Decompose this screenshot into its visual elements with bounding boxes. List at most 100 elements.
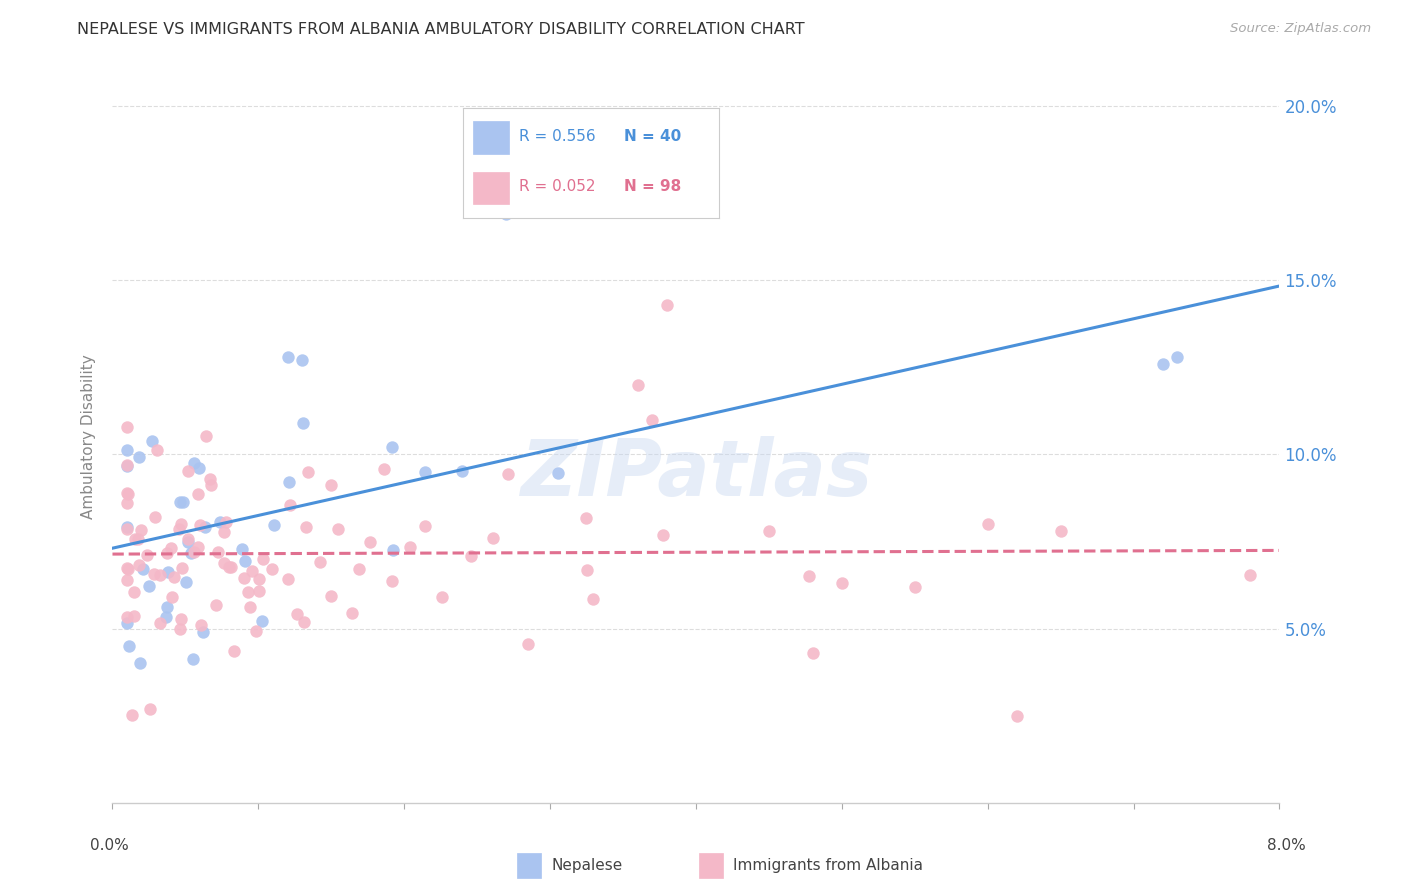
- Point: [575, 511, 598, 525]
- Bar: [699, 853, 723, 878]
- Point: [373, 461, 395, 475]
- Point: [170, 612, 193, 626]
- Point: [148, 616, 170, 631]
- Point: [143, 509, 166, 524]
- Point: [162, 570, 184, 584]
- Point: [218, 559, 240, 574]
- Point: [122, 585, 145, 599]
- Point: [156, 599, 179, 614]
- Point: [516, 637, 538, 651]
- Point: [239, 600, 262, 615]
- Point: [191, 625, 214, 640]
- Point: [276, 350, 298, 364]
- Point: [247, 572, 270, 586]
- Point: [430, 590, 453, 604]
- Point: [359, 535, 381, 549]
- Point: [156, 546, 179, 560]
- Point: [342, 606, 364, 620]
- Point: [187, 487, 209, 501]
- Point: [124, 532, 146, 546]
- Point: [1049, 524, 1071, 538]
- Point: [118, 639, 141, 653]
- Point: [194, 520, 217, 534]
- Point: [413, 465, 436, 479]
- Point: [127, 533, 149, 547]
- Point: [627, 377, 650, 392]
- Point: [131, 523, 153, 537]
- Point: [297, 465, 319, 479]
- Point: [115, 616, 138, 631]
- Point: [155, 609, 177, 624]
- Bar: [517, 853, 541, 878]
- Point: [347, 562, 370, 576]
- Point: [801, 646, 824, 660]
- Point: [495, 207, 517, 221]
- Point: [170, 517, 193, 532]
- Point: [413, 519, 436, 533]
- Point: [115, 522, 138, 536]
- Point: [183, 652, 205, 666]
- Point: [381, 440, 404, 454]
- Point: [159, 541, 181, 556]
- Point: [115, 609, 138, 624]
- Point: [460, 549, 482, 563]
- Point: [214, 525, 236, 540]
- Point: [190, 617, 212, 632]
- Point: [124, 609, 146, 624]
- Point: [142, 566, 165, 581]
- Point: [1166, 350, 1188, 364]
- Point: [247, 583, 270, 598]
- Point: [157, 565, 180, 579]
- Point: [117, 561, 139, 575]
- Point: [174, 575, 197, 590]
- Point: [278, 475, 301, 489]
- Point: [115, 419, 138, 434]
- Point: [278, 498, 301, 512]
- Point: [575, 563, 598, 577]
- Point: [128, 558, 150, 573]
- Point: [252, 614, 274, 628]
- Point: [172, 495, 194, 509]
- Point: [149, 568, 172, 582]
- Point: [263, 517, 285, 532]
- Point: [976, 517, 998, 532]
- Point: [138, 579, 160, 593]
- Text: 8.0%: 8.0%: [1267, 838, 1306, 854]
- Point: [651, 528, 673, 542]
- Point: [160, 590, 183, 604]
- Point: [291, 353, 314, 368]
- Point: [115, 458, 138, 473]
- Point: [482, 531, 505, 545]
- Point: [177, 532, 200, 546]
- Point: [831, 576, 853, 591]
- Point: [183, 545, 205, 559]
- Point: [169, 622, 191, 636]
- Point: [309, 555, 332, 569]
- Point: [219, 560, 242, 574]
- Point: [141, 434, 163, 449]
- Point: [180, 546, 202, 560]
- Point: [287, 607, 309, 621]
- Point: [231, 541, 253, 556]
- Point: [190, 517, 212, 532]
- Point: [291, 416, 314, 430]
- Point: [115, 496, 138, 510]
- Point: [245, 624, 267, 639]
- Point: [451, 464, 474, 478]
- Point: [115, 458, 138, 472]
- Point: [252, 552, 274, 566]
- Point: [117, 487, 139, 501]
- Y-axis label: Ambulatory Disability: Ambulatory Disability: [80, 355, 96, 519]
- Point: [582, 592, 605, 607]
- Point: [204, 599, 226, 613]
- Text: 0.0%: 0.0%: [90, 838, 129, 854]
- Point: [1005, 708, 1028, 723]
- Point: [115, 486, 138, 500]
- Point: [115, 519, 138, 533]
- Point: [115, 561, 138, 575]
- Point: [139, 702, 162, 716]
- Point: [177, 534, 200, 549]
- Text: Immigrants from Albania: Immigrants from Albania: [734, 858, 924, 872]
- Point: [121, 708, 143, 723]
- Text: ZIPatlas: ZIPatlas: [520, 435, 872, 512]
